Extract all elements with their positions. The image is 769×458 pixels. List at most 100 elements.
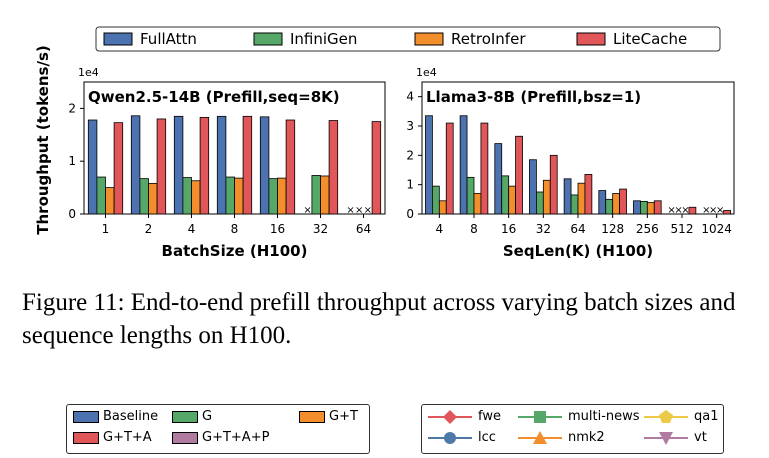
circle-marker-icon xyxy=(428,431,472,444)
bar-litecache-8 xyxy=(242,115,253,215)
legend-item-g: G xyxy=(172,409,212,424)
legend-item-qa1: qa1 xyxy=(644,409,719,424)
legend-item-g-t: G+T xyxy=(299,409,358,424)
bar-litecache-8 xyxy=(480,122,489,215)
bar-infinigen-16 xyxy=(268,178,278,215)
legend-swatch xyxy=(172,410,198,423)
bar-infinigen-8 xyxy=(225,176,235,215)
bar-fullattn-32 xyxy=(529,159,537,215)
bar-infinigen-16 xyxy=(501,175,510,215)
bar-retroinfer-32 xyxy=(320,175,330,215)
legend-item-multi-news: multi-news xyxy=(518,409,640,424)
bar-litecache-1024 xyxy=(723,210,731,215)
bar-fullattn-1 xyxy=(87,119,98,215)
oom-marker-retroinfer-64: × xyxy=(364,205,372,216)
top-legend-frame xyxy=(95,26,721,52)
legend-label-fullattn: FullAttn xyxy=(140,30,197,48)
bar-retroinfer-1 xyxy=(105,187,115,215)
x-tick-label: 128 xyxy=(601,222,624,236)
bar-litecache-32 xyxy=(549,154,558,215)
legend-item-vt: vt xyxy=(644,430,707,445)
x-tick-label: 8 xyxy=(470,222,478,236)
legend-label: vt xyxy=(694,430,707,445)
oom-marker-infinigen-64: × xyxy=(355,205,363,216)
legend-label: G+T+A xyxy=(103,430,152,445)
bar-fullattn-8 xyxy=(459,115,468,215)
bar-fullattn-16 xyxy=(494,143,503,215)
x-tick-label: 64 xyxy=(570,222,585,236)
legend-item-fwe: fwe xyxy=(428,409,501,424)
bar-litecache-32 xyxy=(328,120,339,215)
bar-retroinfer-2 xyxy=(148,182,158,215)
triangle-down-marker-icon xyxy=(644,431,688,445)
bar-litecache-128 xyxy=(619,188,627,215)
figure-caption: Figure 11: End-to-end prefill throughput… xyxy=(22,289,736,349)
bottom-right-legend: fwe multi-news qa1 lcc nmk2 vt xyxy=(421,404,724,454)
y-tick-label: 4 xyxy=(406,90,414,104)
triangle-up-marker-icon xyxy=(518,430,562,444)
bar-litecache-2 xyxy=(156,118,167,215)
bar-infinigen-64 xyxy=(570,194,579,215)
bar-retroinfer-8 xyxy=(234,177,244,215)
bar-fullattn-128 xyxy=(598,190,607,215)
legend-swatch-litecache xyxy=(576,32,606,46)
bar-litecache-1 xyxy=(113,122,124,215)
x-tick-label: 16 xyxy=(501,222,516,236)
bar-retroinfer-64 xyxy=(577,182,586,215)
y-multiplier: 1e4 xyxy=(416,66,437,79)
pentagon-marker-icon xyxy=(644,409,688,423)
bar-retroinfer-4 xyxy=(438,200,447,215)
y-tick-label: 0 xyxy=(68,207,76,221)
legend-label: G+T xyxy=(329,409,358,424)
bar-retroinfer-256 xyxy=(646,202,655,215)
legend-swatch-retroinfer xyxy=(414,32,444,46)
x-tick-label: 64 xyxy=(356,222,371,236)
legend-label: fwe xyxy=(478,409,501,424)
x-axis-label: BatchSize (H100) xyxy=(162,242,308,260)
legend-swatch-fullattn xyxy=(103,32,133,46)
x-tick-label: 32 xyxy=(536,222,551,236)
oom-marker-infinigen-1024: × xyxy=(709,205,717,216)
bar-infinigen-256 xyxy=(640,200,648,215)
y-tick-label: 3 xyxy=(406,119,414,133)
bar-infinigen-32 xyxy=(536,191,544,215)
y-tick-label: 1 xyxy=(68,154,76,168)
legend-swatch xyxy=(172,431,198,444)
x-tick-label: 256 xyxy=(636,222,659,236)
bar-infinigen-1 xyxy=(96,176,106,215)
figure-charts: FullAttn InfiniGen RetroInfer LiteCache Thro… xyxy=(34,26,735,260)
legend-label: G+T+A+P xyxy=(202,430,270,445)
legend-item-lcc: lcc xyxy=(428,430,496,445)
bar-retroinfer-16 xyxy=(277,177,287,215)
oom-marker-fullattn-512: × xyxy=(667,205,675,216)
legend-item-nmk2: nmk2 xyxy=(518,430,605,445)
y-tick-label: 2 xyxy=(68,101,76,115)
bottom-left-legend: Baseline G G+T G+T+A G+T+A+P xyxy=(66,404,370,454)
bar-retroinfer-32 xyxy=(542,179,551,215)
legend-swatch xyxy=(73,410,99,423)
bar-infinigen-32 xyxy=(311,175,321,215)
bar-litecache-512 xyxy=(688,206,697,215)
bar-fullattn-8 xyxy=(216,115,227,215)
bar-fullattn-16 xyxy=(259,116,270,215)
legend-swatch xyxy=(299,410,325,423)
panel-title: Qwen2.5-14B (Prefill,seq=8K) xyxy=(88,88,340,106)
bar-litecache-256 xyxy=(653,200,662,215)
x-tick-label: 4 xyxy=(188,222,196,236)
x-tick-label: 512 xyxy=(671,222,694,236)
bar-infinigen-2 xyxy=(139,178,149,215)
bar-litecache-4 xyxy=(199,116,210,215)
legend-item-g-t-a: G+T+A xyxy=(73,430,152,445)
bar-fullattn-64 xyxy=(563,178,572,215)
legend-item-baseline: Baseline xyxy=(73,409,158,424)
y-tick-label: 2 xyxy=(406,148,414,162)
bar-fullattn-2 xyxy=(130,115,141,215)
legend-item-g-t-a-p: G+T+A+P xyxy=(172,430,269,445)
x-tick-label: 16 xyxy=(270,222,285,236)
y-multiplier: 1e4 xyxy=(78,66,99,79)
x-axis-label: SeqLen(K) (H100) xyxy=(503,242,653,260)
bar-fullattn-4 xyxy=(425,115,433,215)
oom-marker-retroinfer-1024: × xyxy=(716,205,724,216)
